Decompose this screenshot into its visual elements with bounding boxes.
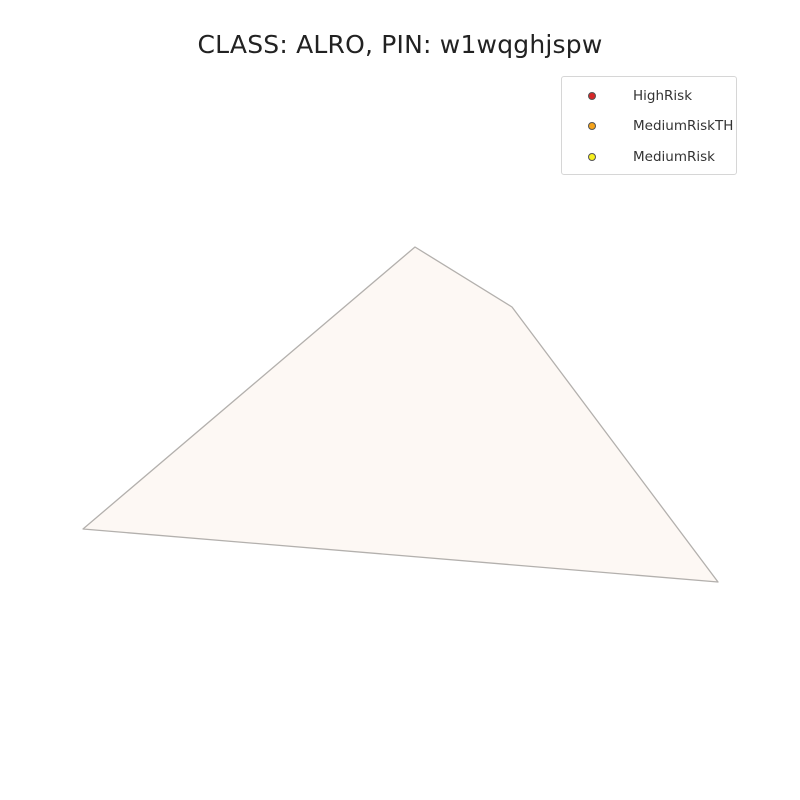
legend-item-mediumrisk: MediumRisk bbox=[562, 148, 738, 168]
map-title: CLASS: ALRO, PIN: w1wqghjspw bbox=[197, 30, 603, 59]
legend-item-mediumriskth: MediumRiskTH bbox=[562, 117, 738, 137]
legend-marker-mediumriskth bbox=[588, 122, 596, 130]
legend-item-highrisk: HighRisk bbox=[562, 87, 738, 107]
map-legend: HighRisk MediumRiskTH MediumRisk bbox=[561, 76, 737, 175]
legend-marker-highrisk bbox=[588, 92, 596, 100]
legend-label-mediumriskth: MediumRiskTH bbox=[633, 118, 734, 134]
legend-label-mediumrisk: MediumRisk bbox=[633, 149, 715, 165]
parcel-polygon bbox=[82, 246, 719, 583]
legend-marker-mediumrisk bbox=[588, 153, 596, 161]
legend-label-highrisk: HighRisk bbox=[633, 88, 693, 104]
